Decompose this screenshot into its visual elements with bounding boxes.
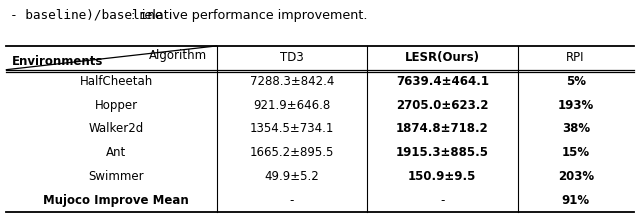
Text: 1354.5±734.1: 1354.5±734.1 xyxy=(250,122,334,136)
Text: 7288.3±842.4: 7288.3±842.4 xyxy=(250,75,334,88)
Text: Algorithm: Algorithm xyxy=(149,49,207,62)
Text: -: - xyxy=(440,194,445,207)
Text: 1915.3±885.5: 1915.3±885.5 xyxy=(396,146,489,159)
Text: Mujoco Improve Mean: Mujoco Improve Mean xyxy=(44,194,189,207)
Text: - baseline)/baseline: - baseline)/baseline xyxy=(10,9,162,22)
Text: Hopper: Hopper xyxy=(95,99,138,112)
Text: 1665.2±895.5: 1665.2±895.5 xyxy=(250,146,334,159)
Text: Walker2d: Walker2d xyxy=(88,122,144,136)
Text: Environments: Environments xyxy=(12,55,103,68)
Text: Swimmer: Swimmer xyxy=(88,170,144,183)
Text: : relative performance improvement.: : relative performance improvement. xyxy=(131,9,367,22)
Text: 5%: 5% xyxy=(566,75,586,88)
Text: 193%: 193% xyxy=(558,99,594,112)
Text: Ant: Ant xyxy=(106,146,126,159)
Text: 15%: 15% xyxy=(562,146,590,159)
Text: 38%: 38% xyxy=(562,122,590,136)
Text: 7639.4±464.1: 7639.4±464.1 xyxy=(396,75,489,88)
Text: 49.9±5.2: 49.9±5.2 xyxy=(264,170,319,183)
Text: RPI: RPI xyxy=(566,51,585,64)
Text: LESR(Ours): LESR(Ours) xyxy=(405,51,480,64)
Text: 921.9±646.8: 921.9±646.8 xyxy=(253,99,330,112)
Text: -: - xyxy=(289,194,294,207)
Text: 1874.8±718.2: 1874.8±718.2 xyxy=(396,122,489,136)
Text: 91%: 91% xyxy=(562,194,590,207)
Text: TD3: TD3 xyxy=(280,51,303,64)
Text: HalfCheetah: HalfCheetah xyxy=(79,75,153,88)
Text: 150.9±9.5: 150.9±9.5 xyxy=(408,170,477,183)
Text: 203%: 203% xyxy=(558,170,594,183)
Text: 2705.0±623.2: 2705.0±623.2 xyxy=(396,99,488,112)
